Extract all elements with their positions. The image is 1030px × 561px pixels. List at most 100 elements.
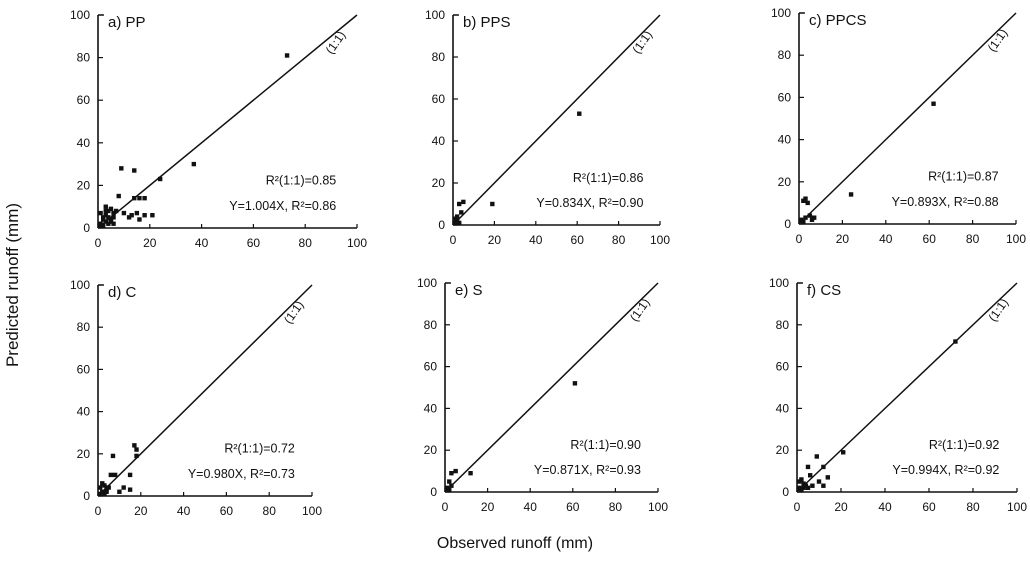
x-tick-label: 100	[650, 233, 670, 247]
panel-5: 0 20 40 60 80 100 0 20 40 60 80 100 (1:1) e) S R²(1:1)…	[417, 276, 668, 514]
data-point	[453, 468, 458, 474]
data-point	[801, 198, 806, 203]
data-point	[134, 453, 139, 459]
data-point	[816, 479, 822, 484]
data-point	[191, 161, 197, 167]
one-to-one-line	[452, 14, 661, 226]
y-axis-label: Predicted runoff (mm)	[3, 202, 23, 368]
y-tick-label: 0	[438, 218, 445, 232]
data-point	[142, 213, 147, 218]
data-point	[132, 195, 137, 201]
x-axis-label: Observed runoff (mm)	[436, 535, 594, 552]
stat-r2-1to1: R²(1:1)=0.90	[570, 438, 641, 452]
data-point	[117, 489, 122, 494]
x-tick-label: 40	[524, 500, 538, 514]
panel-title: f) CS	[807, 282, 841, 299]
data-point	[100, 481, 105, 486]
y-tick-label: 20	[432, 176, 446, 190]
data-point	[121, 485, 126, 490]
data-point	[129, 213, 134, 218]
data-point	[803, 215, 808, 220]
x-tick-label: 40	[529, 233, 543, 247]
data-point	[457, 220, 462, 226]
x-tick-label: 60	[922, 500, 936, 514]
data-point	[103, 208, 108, 214]
x-tick-label: 60	[247, 236, 261, 250]
x-tick-label: 20	[134, 504, 148, 518]
x-tick-label: 100	[1006, 232, 1026, 246]
data-point	[108, 206, 114, 212]
stat-regression: Y=1.004X, R²=0.86	[229, 199, 336, 213]
data-point	[572, 381, 578, 386]
data-point	[150, 213, 155, 218]
data-point	[807, 213, 813, 218]
x-tick-label: 20	[488, 233, 502, 247]
one-to-one-label: (1:1)	[627, 296, 653, 324]
data-point	[111, 215, 116, 220]
panel-2: 0 20 40 60 80 100 0 20 40 60 80 100 (1:1) b) PPS R²(1:…	[425, 8, 670, 247]
x-tick-label: 0	[95, 236, 102, 250]
x-tick-label: 60	[923, 232, 937, 246]
panel-6: 0 20 40 60 80 100 0 20 40 60 80 100 (1:1) f) CS R²(1:1…	[769, 276, 1027, 514]
x-tick-label: 0	[95, 504, 102, 518]
stat-regression: Y=0.871X, R²=0.93	[534, 463, 641, 477]
one-to-one-label: (1:1)	[986, 296, 1012, 324]
x-tick-label: 100	[1007, 500, 1027, 514]
data-point	[805, 485, 811, 491]
data-point	[457, 201, 462, 207]
data-point	[449, 483, 454, 488]
data-point	[821, 464, 826, 470]
data-point	[848, 192, 854, 197]
y-tick-label: 20	[77, 447, 91, 461]
data-point	[808, 473, 813, 478]
y-tick-label: 40	[77, 405, 91, 419]
data-point	[134, 447, 139, 452]
y-tick-label: 20	[424, 443, 438, 457]
y-tick-label: 100	[70, 278, 90, 292]
data-point	[103, 204, 108, 209]
y-tick-label: 100	[417, 276, 437, 290]
panel-title: c) PPCS	[809, 12, 867, 29]
data-point	[142, 195, 147, 201]
data-point	[461, 199, 466, 205]
y-tick-label: 40	[778, 133, 792, 147]
data-point	[797, 479, 802, 484]
panel-title: d) C	[108, 284, 137, 301]
y-tick-label: 20	[77, 178, 91, 192]
data-point	[953, 339, 958, 344]
y-tick-label: 0	[83, 489, 90, 503]
y-tick-label: 0	[430, 485, 437, 499]
data-point	[577, 111, 582, 116]
data-point	[134, 210, 140, 216]
panel-title: b) PPS	[463, 14, 511, 31]
y-tick-label: 0	[784, 217, 791, 231]
stat-r2-1to1: R²(1:1)=0.85	[266, 173, 337, 187]
y-tick-label: 80	[77, 320, 91, 334]
y-tick-label: 80	[424, 318, 438, 332]
data-point	[809, 217, 815, 222]
x-tick-label: 60	[571, 233, 585, 247]
data-point	[825, 475, 830, 480]
x-tick-label: 60	[220, 504, 234, 518]
data-point	[468, 470, 473, 476]
y-tick-label: 80	[432, 50, 446, 64]
data-point	[490, 201, 495, 207]
y-tick-label: 100	[70, 8, 90, 22]
y-tick-label: 60	[77, 93, 91, 107]
x-tick-label: 100	[302, 504, 322, 518]
data-point	[111, 221, 116, 226]
data-point	[126, 215, 132, 220]
data-point	[132, 168, 137, 173]
data-point	[103, 213, 108, 218]
data-point	[452, 220, 458, 226]
x-tick-label: 40	[177, 504, 191, 518]
data-point	[801, 485, 806, 491]
stat-r2-1to1: R²(1:1)=0.92	[929, 438, 1000, 452]
y-tick-label: 100	[771, 6, 791, 20]
stat-r2-1to1: R²(1:1)=0.87	[928, 170, 999, 184]
one-to-one-label: (1:1)	[323, 28, 349, 56]
one-to-one-label: (1:1)	[985, 26, 1011, 54]
data-point	[805, 464, 811, 470]
y-tick-label: 60	[424, 360, 438, 374]
panel-3: 0 20 40 60 80 100 0 20 40 60 80 100 (1:1) c) PPCS R²(1…	[771, 6, 1026, 246]
